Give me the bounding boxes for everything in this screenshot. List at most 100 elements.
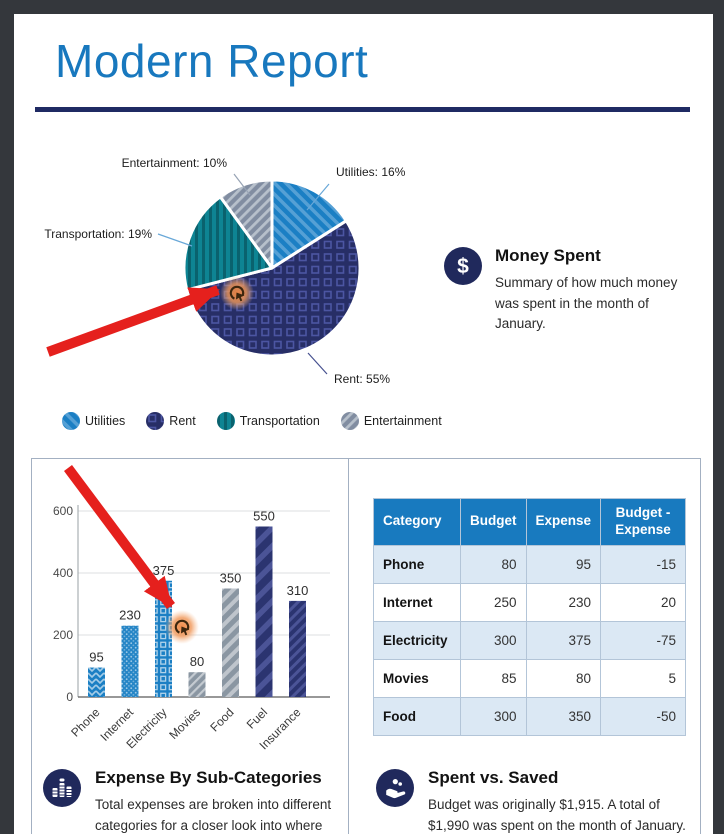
legend-item-utilities: Utilities <box>62 412 125 430</box>
click-indicator[interactable] <box>165 610 199 644</box>
table-value-cell: 230 <box>525 582 602 622</box>
pie-label-entertainment: Entertainment: 10% <box>122 156 228 170</box>
card-divider-horizontal <box>31 458 700 459</box>
pie-slice-entertainment[interactable] <box>218 178 274 270</box>
pie-label-transportation: Transportation: 19% <box>44 227 152 241</box>
title-divider <box>35 107 690 112</box>
spent-vs-saved-section: Spent vs. Saved Budget was originally $1… <box>376 766 706 834</box>
pie-legend: Utilities Rent Transportation Entertainment <box>62 412 442 430</box>
table-header-cell: Expense <box>525 498 602 546</box>
card-divider-vertical <box>348 458 349 834</box>
table-value-cell: 375 <box>525 620 602 660</box>
table-category-cell: Internet <box>373 582 461 622</box>
table-category-cell: Electricity <box>373 620 461 660</box>
bar-electricity[interactable] <box>155 580 172 697</box>
bar-insurance[interactable] <box>289 600 306 697</box>
legend-label: Rent <box>169 414 196 428</box>
pie-slice-rent[interactable] <box>185 219 362 358</box>
pie-label-utilities: Utilities: 16% <box>336 165 406 179</box>
y-axis-tick: 0 <box>66 690 73 704</box>
coin-stacks-icon <box>43 769 81 807</box>
budget-table: Category Budget Expense Budget - Expense Ph… <box>373 498 687 736</box>
table-value-cell: 5 <box>600 658 687 698</box>
table-category-cell: Movies <box>373 658 461 698</box>
table-category-cell: Food <box>373 696 461 736</box>
spent-section-heading: Spent vs. Saved <box>428 768 559 787</box>
bar-value-label: 550 <box>253 509 275 524</box>
card-border-right <box>700 458 701 834</box>
money-spent-section: $ Money Spent Summary of how much money … <box>444 244 684 335</box>
report-page: Modern Report Utilities: 16% Rent: 55% Tra… <box>14 14 713 834</box>
bar-value-label: 310 <box>287 583 309 598</box>
legend-swatch <box>340 412 359 430</box>
bar-food[interactable] <box>222 588 239 698</box>
table-value-cell: 80 <box>460 544 527 584</box>
page-title: Modern Report <box>55 35 369 87</box>
legend-item-entertainment: Entertainment <box>340 412 442 430</box>
expense-by-sub-categories-section: Expense By Sub-Categories Total expenses… <box>43 766 353 834</box>
table-value-cell: 300 <box>460 696 527 736</box>
pie-label-rent: Rent: 55% <box>334 372 390 386</box>
x-axis-category-label: Movies <box>166 705 203 742</box>
legend-swatch <box>146 412 165 430</box>
pie-callout-line <box>306 183 330 211</box>
bar-fuel[interactable] <box>255 526 273 698</box>
table-value-cell: -15 <box>600 544 687 584</box>
dollar-icon: $ <box>444 247 482 285</box>
x-axis-category-label: Food <box>207 705 236 734</box>
table-value-cell: 300 <box>460 620 527 660</box>
legend-label: Entertainment <box>363 414 442 428</box>
pie-callout-line <box>157 233 193 247</box>
legend-label: Utilities <box>85 414 126 428</box>
bar-chart[interactable]: 020040060095Phone230Internet375Electrici… <box>40 462 342 774</box>
bar-phone[interactable] <box>88 667 105 697</box>
tutorial-arrow <box>46 285 220 357</box>
spent-section-body: Budget was originally $1,915. A total of… <box>428 797 686 833</box>
card-border-left <box>31 458 32 834</box>
money-spent-heading: Money Spent <box>495 246 601 265</box>
table-category-cell: Phone <box>373 544 461 584</box>
hand-coins-icon <box>376 769 414 807</box>
dollar-glyph: $ <box>457 254 469 278</box>
table-value-cell: -75 <box>600 620 687 660</box>
bar-value-label: 230 <box>119 608 141 623</box>
legend-item-rent: Rent <box>146 412 196 430</box>
y-axis-tick: 600 <box>53 504 73 518</box>
table-value-cell: 95 <box>525 544 602 584</box>
table-row: Electricity 300 375 -75 <box>373 620 687 660</box>
legend-item-transportation: Transportation <box>216 412 320 430</box>
legend-swatch <box>62 412 80 430</box>
pie-chart[interactable]: Utilities: 16% Rent: 55% Transportation: 1… <box>34 126 474 401</box>
table-header-cell: Category <box>373 498 461 546</box>
click-indicator[interactable] <box>220 276 254 310</box>
y-axis-tick: 200 <box>53 628 73 642</box>
pie-callout-line <box>307 352 328 375</box>
bar-value-label: 350 <box>220 571 242 586</box>
bar-value-label: 95 <box>89 650 103 665</box>
pie-slice-transportation[interactable] <box>182 195 274 292</box>
table-row: Movies 85 80 5 <box>373 658 687 698</box>
expense-section-body: Total expenses are broken into different… <box>95 797 332 833</box>
table-row: Phone 80 95 -15 <box>373 544 687 584</box>
money-spent-body: Summary of how much money was spent in t… <box>495 275 678 332</box>
table-row: Internet 250 230 20 <box>373 582 687 622</box>
table-value-cell: -50 <box>600 696 687 736</box>
table-row: Food 300 350 -50 <box>373 696 687 736</box>
table-value-cell: 350 <box>525 696 602 736</box>
bar-internet[interactable] <box>121 625 139 697</box>
bar-value-label: 375 <box>153 563 175 578</box>
bar-movies[interactable] <box>188 672 206 697</box>
legend-label: Transportation <box>239 414 320 428</box>
y-axis-tick: 400 <box>53 566 73 580</box>
tutorial-arrow <box>63 465 176 609</box>
expense-section-heading: Expense By Sub-Categories <box>95 768 322 787</box>
pie-slice-utilities[interactable] <box>270 178 348 270</box>
table-header-cell: Budget - Expense <box>600 498 687 546</box>
bar-value-label: 80 <box>190 654 204 669</box>
x-axis-category-label: Fuel <box>244 705 270 731</box>
legend-swatch <box>216 412 235 430</box>
pie-callout-line <box>233 173 251 196</box>
table-value-cell: 85 <box>460 658 527 698</box>
table-header-cell: Budget <box>460 498 527 546</box>
table-value-cell: 250 <box>460 582 527 622</box>
